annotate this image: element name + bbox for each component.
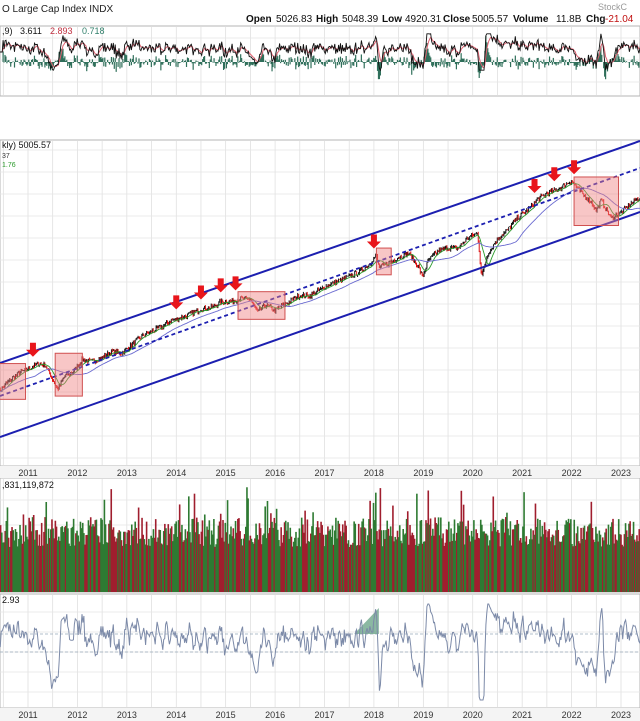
- macd-parameter-label: ,9): [2, 26, 13, 36]
- down-arrow-3: [193, 285, 208, 300]
- x-tick-label-2020: 2020: [463, 468, 483, 478]
- middle-trend-line: [0, 167, 640, 397]
- highlight-box-4: [375, 247, 392, 276]
- x-tick-label-bottom-2017: 2017: [314, 710, 334, 720]
- x-tick-label-2019: 2019: [413, 468, 433, 478]
- price-sub-label-1: 37: [2, 153, 10, 160]
- low-value: 4920.31: [405, 14, 442, 25]
- x-tick-label-2023: 2023: [611, 468, 631, 478]
- open-label: Open: [246, 14, 272, 25]
- rsi-panel-frame: [0, 593, 640, 709]
- down-arrow-1: [25, 342, 40, 357]
- moving-average-short: [0, 182, 640, 393]
- x-tick-label-bottom-2018: 2018: [364, 710, 384, 720]
- highlight-box-1: [0, 363, 27, 400]
- open-value: 5026.83: [276, 14, 313, 25]
- lower-channel-line: [0, 211, 640, 438]
- highlight-box-3: [237, 291, 286, 320]
- price-panel-frame: [0, 139, 640, 467]
- watermark: StockC: [598, 2, 628, 12]
- x-tick-label-2011: 2011: [18, 468, 37, 478]
- macd-line: [0, 33, 640, 72]
- down-arrow-8: [547, 167, 562, 182]
- x-tick-label-bottom-2012: 2012: [67, 710, 87, 720]
- axis-band: [0, 708, 640, 721]
- x-tick-label-bottom-2014: 2014: [166, 710, 186, 720]
- x-tick-label-2012: 2012: [67, 468, 87, 478]
- header-bar: O Large Cap Index INDX Open 5026.83 High…: [0, 0, 640, 26]
- down-arrow-5: [228, 276, 243, 291]
- x-tick-label-2021: 2021: [512, 468, 532, 478]
- chg-label: Chg: [586, 14, 605, 25]
- x-tick-label-bottom-2022: 2022: [562, 710, 582, 720]
- down-arrow-2: [169, 295, 184, 310]
- moving-average-long: [0, 187, 640, 393]
- x-tick-label-2017: 2017: [314, 468, 334, 478]
- x-tick-label-bottom-2011: 2011: [18, 710, 37, 720]
- x-tick-label-2016: 2016: [265, 468, 285, 478]
- close-label: Close: [443, 14, 471, 25]
- low-label: Low: [382, 14, 402, 25]
- axis-band: [0, 466, 640, 478]
- macd-histogram-value: 0.718: [82, 26, 105, 36]
- high-value: 5048.39: [342, 14, 379, 25]
- volume-value: 11.8B: [556, 14, 582, 25]
- x-tick-label-2013: 2013: [117, 468, 137, 478]
- x-tick-label-2018: 2018: [364, 468, 384, 478]
- chart-title: O Large Cap Index INDX: [2, 4, 113, 15]
- high-label: High: [316, 14, 338, 25]
- price-sub-label-2: 1.76: [2, 162, 16, 169]
- price-label: kly) 5005.57: [2, 140, 51, 150]
- rsi-line: [0, 603, 640, 701]
- upper-channel-line: [0, 140, 640, 364]
- x-tick-label-2015: 2015: [216, 468, 236, 478]
- x-tick-label-bottom-2023: 2023: [611, 710, 631, 720]
- volume-label: ,831,119,872: [2, 480, 54, 490]
- x-tick-label-bottom-2021: 2021: [512, 710, 532, 720]
- rsi-label: 2.93: [2, 595, 20, 605]
- x-tick-label-bottom-2016: 2016: [265, 710, 285, 720]
- x-tick-label-bottom-2013: 2013: [117, 710, 137, 720]
- macd-signal-value: 2.893: [50, 26, 73, 36]
- down-arrow-6: [366, 234, 381, 249]
- down-arrow-9: [567, 160, 582, 175]
- x-tick-label-bottom-2019: 2019: [413, 710, 433, 720]
- chg-value: -21.04: [605, 14, 634, 25]
- close-value: 5005.57: [472, 14, 509, 25]
- down-arrow-7: [527, 178, 542, 193]
- x-tick-label-2014: 2014: [166, 468, 186, 478]
- macd-value: 3.611: [20, 26, 42, 36]
- volume-label: Volume: [513, 14, 549, 25]
- highlight-box-5: [573, 176, 620, 227]
- highlight-box-2: [54, 352, 83, 397]
- down-arrow-4: [213, 278, 228, 293]
- x-tick-label-bottom-2020: 2020: [463, 710, 483, 720]
- x-tick-label-bottom-2015: 2015: [216, 710, 236, 720]
- x-tick-label-2022: 2022: [562, 468, 582, 478]
